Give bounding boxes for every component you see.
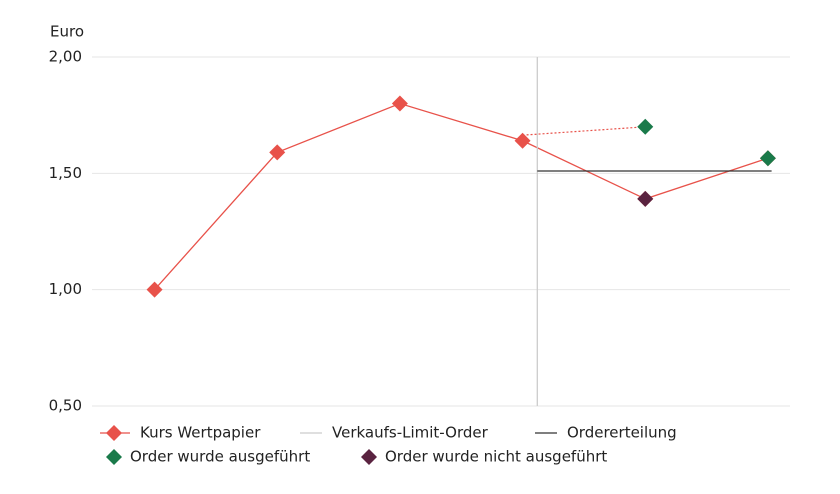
y-tick-label: 1,00 bbox=[49, 280, 82, 298]
y-tick-label: 0,50 bbox=[49, 397, 82, 415]
marker bbox=[391, 95, 408, 112]
legend-marker bbox=[106, 449, 122, 465]
marker bbox=[514, 132, 531, 149]
legend-label: Order wurde nicht ausgeführt bbox=[385, 448, 607, 466]
marker bbox=[637, 190, 654, 207]
legend-label: Verkaufs-Limit-Order bbox=[332, 424, 489, 442]
legend-marker bbox=[361, 449, 377, 465]
legend-marker bbox=[106, 425, 122, 441]
legend-label: Kurs Wertpapier bbox=[140, 424, 261, 442]
legend-label: Order wurde ausgeführt bbox=[130, 448, 310, 466]
legend-label: Ordererteilung bbox=[567, 424, 677, 442]
marker bbox=[637, 118, 654, 135]
y-axis-label: Euro bbox=[50, 23, 84, 41]
marker bbox=[146, 281, 163, 298]
y-tick-label: 2,00 bbox=[49, 48, 82, 66]
series-line bbox=[522, 126, 646, 136]
marker bbox=[269, 144, 286, 161]
y-tick-label: 1,50 bbox=[49, 164, 82, 182]
marker bbox=[759, 150, 776, 167]
series-line bbox=[154, 102, 769, 291]
